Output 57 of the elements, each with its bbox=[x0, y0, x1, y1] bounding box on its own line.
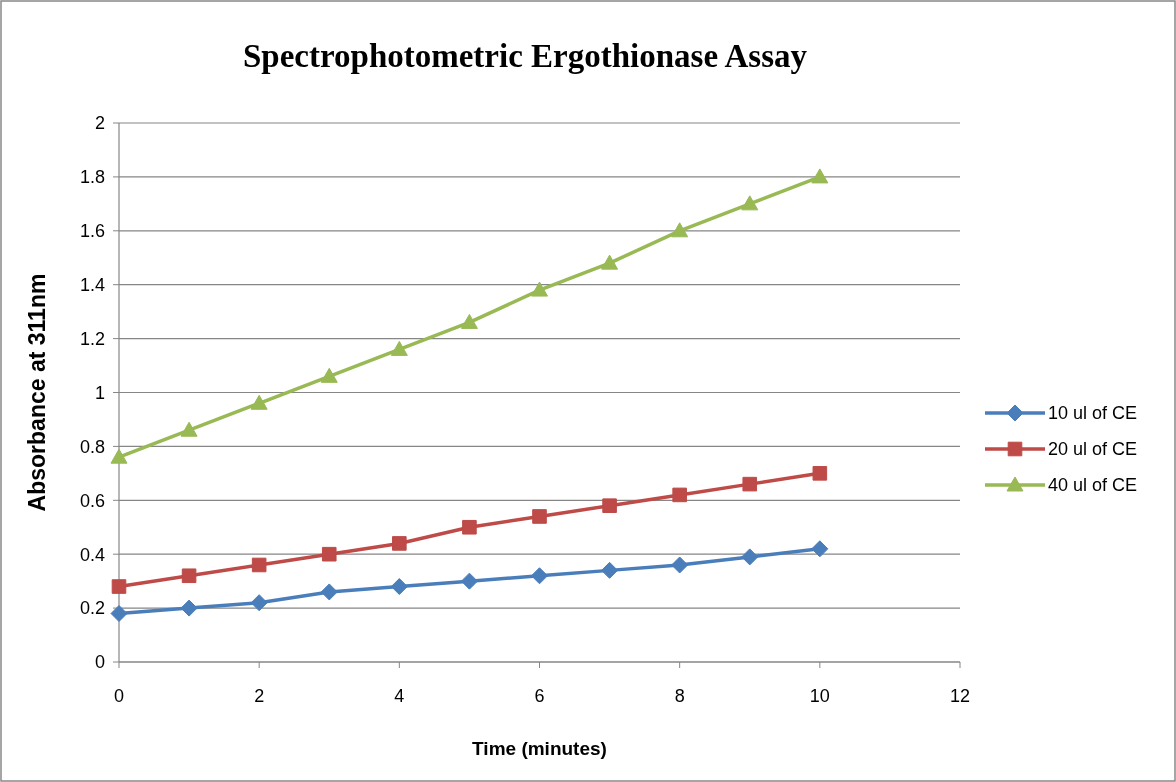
point bbox=[321, 546, 337, 562]
point bbox=[811, 168, 829, 184]
y-tick-label: 0 bbox=[94, 652, 105, 673]
point bbox=[390, 578, 408, 596]
point bbox=[532, 509, 547, 524]
point bbox=[111, 579, 127, 594]
x-tick-label: 0 bbox=[113, 686, 125, 706]
legend-label: 20 ul of CE bbox=[1048, 439, 1138, 460]
point bbox=[531, 567, 548, 585]
x-axis-title: Time (minutes) bbox=[472, 738, 607, 759]
x-tick-label: 2 bbox=[254, 686, 265, 706]
y-tick-label: 1.8 bbox=[79, 167, 105, 188]
legend-label: 40 ul of CE bbox=[1048, 475, 1138, 496]
y-tick-label: 1.4 bbox=[79, 275, 105, 295]
legend-label: 10 ul of CE bbox=[1048, 403, 1138, 424]
point bbox=[251, 557, 267, 573]
y-tick-label: 2 bbox=[94, 113, 105, 134]
point bbox=[531, 281, 548, 297]
y-axis-title: Absorbance at 311nm bbox=[24, 273, 50, 512]
point bbox=[392, 536, 407, 551]
point bbox=[812, 466, 828, 481]
point bbox=[742, 476, 758, 492]
point bbox=[180, 599, 198, 617]
y-tick-label: 1.2 bbox=[79, 328, 105, 349]
point bbox=[250, 394, 268, 410]
chart-title: Spectrophotometric Ergothionase Assay bbox=[242, 38, 808, 74]
point bbox=[601, 561, 619, 579]
point bbox=[110, 604, 128, 622]
point bbox=[671, 556, 689, 574]
x-tick-label: 10 bbox=[809, 686, 830, 706]
x-tick-label: 12 bbox=[949, 686, 971, 706]
point bbox=[601, 254, 619, 270]
point bbox=[110, 448, 128, 464]
y-tick-label: 0.4 bbox=[79, 544, 105, 565]
point bbox=[741, 548, 759, 566]
x-tick-label: 8 bbox=[674, 686, 685, 706]
x-tick-label: 6 bbox=[534, 686, 545, 706]
point bbox=[460, 313, 478, 329]
point bbox=[462, 519, 477, 535]
point bbox=[320, 583, 338, 601]
point bbox=[811, 540, 829, 558]
point bbox=[602, 498, 617, 513]
point bbox=[250, 594, 268, 612]
y-tick-label: 0.2 bbox=[79, 598, 105, 619]
y-tick-label: 0.6 bbox=[79, 490, 105, 511]
point bbox=[180, 421, 198, 437]
point bbox=[181, 568, 197, 584]
point bbox=[671, 222, 689, 238]
point bbox=[741, 195, 759, 211]
point bbox=[460, 572, 478, 590]
point bbox=[320, 367, 338, 383]
y-tick-label: 1.6 bbox=[79, 221, 105, 242]
point bbox=[390, 340, 408, 356]
y-tick-label: 1 bbox=[94, 382, 105, 403]
x-tick-label: 4 bbox=[394, 686, 405, 706]
point bbox=[672, 487, 687, 503]
y-tick-label: 0.8 bbox=[79, 436, 105, 457]
